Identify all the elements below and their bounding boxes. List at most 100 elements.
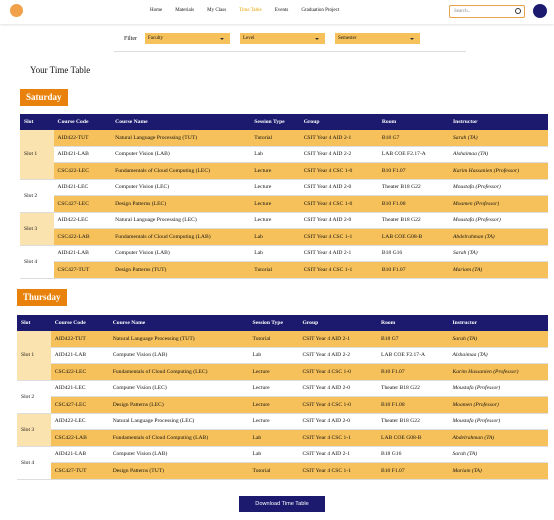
filter-label: Filter (124, 35, 137, 42)
cell: Tutorial (248, 462, 299, 480)
cell: AID421-LAB (50, 446, 109, 463)
header-row: Slot Course Code Course Name Session Type Gr… (17, 315, 548, 331)
cell: Natural Language Processing (TUT) (108, 331, 249, 348)
cell: Fundamentals of Cloud Computing (LAB) (111, 228, 251, 246)
timetable: Slot Course Code Course Name Session Type Gr… (17, 315, 548, 480)
cell: Fundamentals of Cloud Computing (LEC) (108, 363, 249, 381)
user-icon[interactable] (533, 4, 547, 18)
nav-item[interactable]: Graduation Project (301, 8, 340, 13)
nav-item[interactable]: Materials (175, 8, 195, 13)
cell: Theater B18 G22 (377, 179, 449, 196)
header-cell: Course Name (111, 114, 251, 130)
nav-item[interactable]: My Class (207, 8, 227, 13)
cell: Lecture (248, 413, 299, 430)
nav-items: Home Materials My Class Time Table Events Gra… (150, 8, 339, 13)
logo[interactable] (10, 4, 23, 17)
cell: Sarah (TA) (448, 245, 548, 262)
cell: Computer Vision (LEC) (111, 179, 251, 196)
cell: Moustafa (Professor) (448, 413, 548, 430)
row: CSC427-LEC Design Patterns (LEC) Lecture CS… (17, 396, 548, 414)
header-cell: Session Type (248, 315, 299, 331)
slot-cell: Slot 1 (17, 331, 51, 381)
cell: Moustafa (Professor) (448, 380, 548, 397)
cell: AID422-LEC (50, 413, 109, 430)
heading: Your Time Table (30, 65, 91, 75)
row: Slot 2 AID421-LEC Computer Vision (LEC) Lec… (20, 179, 548, 213)
row: Slot 4 AID421-LAB Computer Vision (LAB) Lab… (20, 245, 548, 279)
cell: Lecture (248, 363, 299, 381)
filter-dropdown[interactable]: Faculty (145, 33, 230, 44)
header-cell: Room (377, 114, 449, 130)
cell: LAB COE F2.17-A (377, 347, 449, 364)
cell: Sarah (TA) (448, 130, 548, 147)
cell: CSIT Year 4 AID 2-1 (298, 331, 378, 348)
nav-item[interactable]: Home (150, 8, 163, 13)
header-cell: Course Code (50, 315, 109, 331)
cell: Fundamentals of Cloud Computing (LEC) (111, 162, 251, 180)
nav-item[interactable]: Time Table (239, 8, 262, 13)
cell: AID421-LAB (50, 347, 109, 364)
cell: CSIT Year 4 CSC 1-1 (298, 462, 378, 480)
filter-dropdown[interactable]: Semester (335, 33, 420, 44)
cell: B18 G7 (377, 331, 449, 348)
cell: Moamen (Professor) (448, 396, 548, 414)
slot-cell: Slot 2 (20, 179, 54, 213)
cell: CSC422-LEC (50, 363, 109, 381)
cell: Moamen (Professor) (448, 195, 548, 213)
header-cell: Course Name (108, 315, 249, 331)
row: AID421-LAB Computer Vision (LAB) Lab CSIT Y… (17, 347, 548, 364)
download-button[interactable]: Download Time Table (239, 496, 325, 512)
header-cell: Room (377, 315, 449, 331)
cell: B10 F1.08 (377, 396, 449, 414)
cell: CSIT Year 4 AID 2-0 (299, 179, 378, 196)
cell: CSIT Year 4 CSC 1-1 (298, 429, 378, 447)
cell: CSIT Year 4 AID 2-1 (299, 245, 378, 262)
row: Slot 1 AID422-TUT Natural Language Process… (20, 130, 548, 180)
cell: CSIT Year 4 CSC 1-0 (298, 396, 378, 414)
cell: B10 F1.07 (377, 261, 449, 279)
cell: AID421-LAB (53, 146, 112, 163)
row: Slot 3 AID422-LEC Natural Language Process… (17, 413, 548, 447)
cell: LAB COE G08-B (377, 429, 449, 447)
nav-item[interactable]: Events (274, 8, 289, 13)
cell: Lab (250, 146, 300, 163)
search-box[interactable]: Search.. (449, 5, 525, 18)
row: Slot 2 AID421-LEC Computer Vision (LEC) Lec… (17, 380, 548, 414)
cell: CSIT Year 4 AID 2-0 (298, 380, 378, 397)
cell: Abdelrahman (TA) (448, 228, 548, 246)
cell: AID422-LEC (53, 212, 112, 229)
cell: LAB COE G08-B (377, 228, 449, 246)
cell: CSIT Year 4 CSC 1-0 (298, 363, 378, 381)
cell: B10 F1.08 (377, 195, 449, 213)
row: AID421-LAB Computer Vision (LAB) Lab CSIT Y… (20, 146, 548, 163)
header-row: Slot Course Code Course Name Session Type Gr… (20, 114, 548, 130)
filter-dropdown[interactable]: Level (240, 33, 325, 44)
cell: Design Patterns (LEC) (108, 396, 249, 414)
cell: Lab (250, 245, 300, 262)
cell: CSC427-TUT (53, 261, 112, 279)
cell: Theater B18 G22 (377, 380, 449, 397)
cell: Design Patterns (TUT) (108, 462, 249, 480)
cell: Sarah (TA) (448, 446, 548, 463)
header-cell: Slot (17, 315, 51, 331)
slot-cell: Slot 1 (20, 130, 54, 180)
slot-cell: Slot 3 (20, 212, 54, 246)
cell: Tutorial (248, 331, 299, 348)
slot-cell: Slot 4 (17, 446, 51, 480)
header-cell: Instructor (448, 315, 548, 331)
header-cell: Group (299, 114, 378, 130)
cell: B10 F1.07 (377, 363, 449, 381)
cell: Alshaimaa (TA) (448, 347, 548, 364)
cell: Design Patterns (TUT) (111, 261, 251, 279)
cell: Natural Language Processing (LEC) (111, 212, 251, 229)
cell: CSIT Year 4 CSC 1-1 (299, 261, 378, 279)
search-icon[interactable] (515, 8, 521, 14)
cell: Lecture (250, 162, 300, 180)
cell: Lab (248, 429, 299, 447)
cell: CSC422-LEC (53, 162, 112, 180)
row: CSC422-LEC Fundamentals of Cloud Computin… (20, 162, 548, 180)
search-placeholder: Search.. (454, 9, 471, 14)
cell: B10 F1.07 (377, 462, 449, 480)
cell: Mariam (TA) (448, 261, 548, 279)
cell: Computer Vision (LAB) (108, 347, 249, 364)
